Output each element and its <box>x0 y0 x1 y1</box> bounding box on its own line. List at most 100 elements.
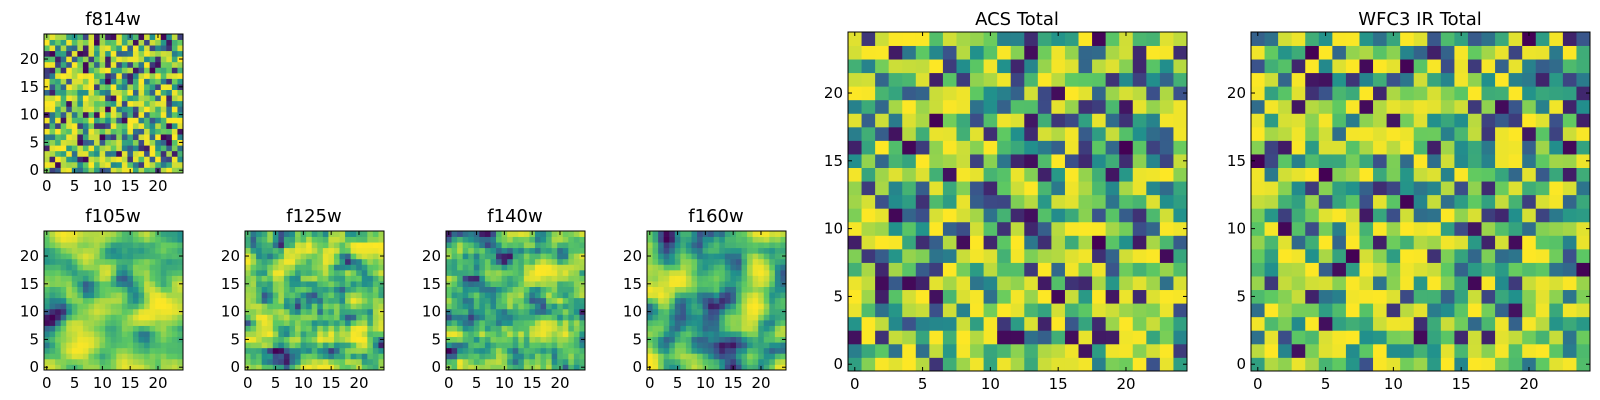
heatmap-cell <box>1037 357 1052 372</box>
heatmap-cell <box>848 140 862 155</box>
heatmap-cell <box>1522 99 1537 114</box>
heatmap-cell <box>888 343 903 358</box>
heatmap-cell <box>875 357 890 372</box>
heatmap-cell <box>680 269 687 276</box>
heatmap-cell <box>110 364 117 371</box>
heatmap-cell <box>446 342 452 349</box>
heatmap-cell <box>272 286 279 293</box>
heatmap-cell <box>77 150 84 157</box>
heatmap-cell <box>1105 99 1120 114</box>
heatmap-cell <box>49 34 56 40</box>
heatmap-cell <box>144 297 151 304</box>
heatmap-cell <box>451 253 458 260</box>
heatmap-cell <box>49 106 56 113</box>
heatmap-cell <box>256 231 263 237</box>
heatmap-cell <box>490 236 497 243</box>
heatmap-cell <box>110 45 117 52</box>
heatmap-cell <box>121 292 128 299</box>
heatmap-cell <box>138 236 145 243</box>
heatmap-cell <box>1413 59 1428 74</box>
heatmap-cell <box>1386 289 1401 304</box>
heatmap-cell <box>105 303 112 310</box>
heatmap-cell <box>1051 343 1066 358</box>
y-tick-label: 5 <box>29 330 39 348</box>
heatmap-cell <box>317 236 324 243</box>
heatmap-cell <box>160 231 167 237</box>
heatmap-cell <box>177 258 184 265</box>
y-tick-labels: 0 5 10 15 20 <box>1227 84 1246 373</box>
heatmap-cell <box>378 286 385 293</box>
heatmap-cell <box>356 336 363 343</box>
heatmap-cell <box>44 264 50 271</box>
heatmap-cell <box>1291 303 1306 318</box>
heatmap-cell <box>1146 181 1161 196</box>
heatmap-cell <box>1400 330 1415 345</box>
heatmap-cell <box>479 342 486 349</box>
heatmap-cell <box>1173 113 1188 128</box>
heatmap-cell <box>132 258 139 265</box>
heatmap-cell <box>1037 330 1052 345</box>
heatmap-cell <box>1159 45 1174 60</box>
heatmap-cell <box>507 325 514 332</box>
heatmap-cell <box>60 281 67 287</box>
heatmap-cell <box>306 258 313 265</box>
heatmap-cell <box>82 89 89 96</box>
heatmap-cell <box>77 100 84 107</box>
heatmap-cell <box>479 336 486 343</box>
heatmap-cell <box>1549 154 1564 168</box>
heatmap-cell <box>674 353 681 360</box>
heatmap-cell <box>1051 32 1066 46</box>
heatmap-cell <box>512 292 519 299</box>
heatmap-cell <box>888 72 903 87</box>
heatmap-cell <box>735 231 742 237</box>
heatmap-cell <box>529 325 536 332</box>
heatmap-cell <box>132 78 139 85</box>
heatmap-cell <box>752 308 759 315</box>
heatmap-cell <box>697 292 703 299</box>
heatmap-cell <box>177 72 184 79</box>
heatmap-cell <box>345 297 352 304</box>
heatmap-cell <box>1535 167 1550 182</box>
heatmap-cell <box>1522 262 1537 277</box>
heatmap-cell <box>462 231 469 237</box>
heatmap-cell <box>741 364 748 371</box>
heatmap-cell <box>322 236 329 243</box>
heatmap-cell <box>861 221 876 236</box>
heatmap-cell <box>300 258 307 265</box>
heatmap-cell <box>1278 167 1293 182</box>
heatmap-cell <box>110 117 117 124</box>
heatmap-cell <box>256 269 263 276</box>
heatmap-cell <box>82 84 89 90</box>
heatmap-cell <box>71 314 78 321</box>
heatmap-cell <box>1427 154 1442 168</box>
heatmap-cell <box>669 236 676 243</box>
heatmap-cell <box>289 319 296 326</box>
heatmap-cell <box>1427 167 1442 182</box>
heatmap-cell <box>652 364 659 371</box>
heatmap-cell <box>356 258 363 265</box>
heatmap-cell <box>110 353 117 360</box>
heatmap-cell <box>66 325 73 332</box>
heatmap-cell <box>367 258 374 265</box>
heatmap-cell <box>171 253 178 260</box>
heatmap-cell <box>149 231 156 237</box>
heatmap-cell <box>1481 32 1496 46</box>
heatmap-cell <box>774 264 781 271</box>
heatmap-cell <box>562 281 569 287</box>
heatmap-cell <box>861 99 876 114</box>
heatmap-cell <box>361 353 368 360</box>
heatmap-cell <box>780 236 787 243</box>
heatmap-cell <box>970 140 984 155</box>
heatmap-cell <box>551 281 558 287</box>
heatmap-cell <box>1264 303 1279 318</box>
heatmap-cell <box>1373 357 1387 372</box>
heatmap-cell <box>457 319 464 326</box>
heatmap-cell <box>127 275 134 282</box>
heatmap-cell <box>361 308 368 315</box>
heatmap-cell <box>256 264 263 271</box>
heatmap-cell <box>1264 140 1279 155</box>
x-tick-label: 5 <box>271 374 281 392</box>
heatmap-cell <box>713 258 720 265</box>
heatmap-cell <box>1535 181 1550 196</box>
heatmap-cell <box>523 347 530 354</box>
